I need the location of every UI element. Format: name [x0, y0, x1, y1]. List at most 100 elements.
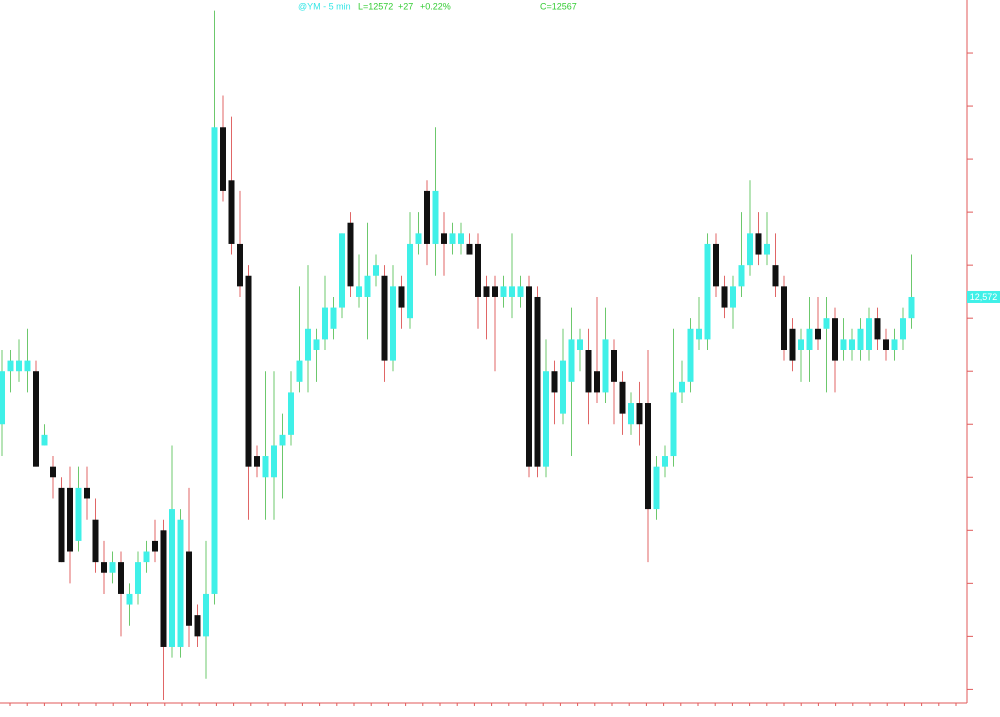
candle-body: [730, 286, 736, 308]
candle-body: [432, 190, 439, 244]
candle-body: [67, 487, 73, 552]
header-text: +27: [398, 1, 413, 11]
candle-body: [415, 233, 422, 244]
candle-body: [594, 371, 600, 393]
candle-body: [560, 360, 566, 414]
candle-body: [356, 286, 362, 297]
candle-body: [738, 265, 745, 287]
candle-body: [143, 551, 150, 563]
candle-body: [900, 318, 906, 340]
candle-body: [687, 328, 694, 382]
candle-body: [704, 243, 711, 340]
candle-body: [177, 519, 184, 647]
candle-body: [517, 286, 524, 297]
candle-body: [713, 243, 719, 287]
candle-body: [75, 487, 82, 541]
candle-body: [50, 466, 56, 478]
candle-body: [271, 445, 277, 478]
candle-body: [823, 318, 830, 329]
candle-body: [407, 243, 413, 319]
candle-body: [619, 381, 626, 414]
candle-body: [92, 519, 99, 563]
candle-body: [441, 233, 447, 244]
candle-body: [670, 392, 677, 457]
candle-body: [254, 456, 260, 467]
candle-body: [186, 551, 192, 626]
candle-body: [534, 296, 541, 467]
candle-body: [500, 286, 507, 297]
candle-body: [815, 328, 821, 340]
candle-body: [585, 350, 592, 393]
candle-body: [364, 275, 371, 297]
candle-body: [160, 530, 167, 647]
candle-body: [296, 360, 303, 382]
candle-body: [322, 307, 328, 340]
candle-body: [109, 562, 116, 573]
candle-body: [696, 328, 702, 340]
candle-body: [339, 233, 345, 308]
candle-body: [577, 339, 583, 350]
candle-body: [908, 296, 915, 319]
candle-body: [611, 350, 617, 382]
candle-body: [381, 275, 388, 361]
candle-body: [679, 381, 685, 393]
candle-body: [101, 562, 107, 573]
header-text: L=12572: [358, 1, 393, 11]
candle-body: [169, 509, 175, 647]
candle-body: [526, 286, 532, 467]
candle-body: [194, 615, 201, 637]
candle-body: [721, 286, 728, 308]
candle-body: [118, 562, 124, 594]
candle-body: [220, 127, 226, 191]
candle-body: [313, 339, 320, 350]
candle-body: [398, 286, 405, 308]
candle-body: [772, 265, 779, 287]
candle-body: [203, 593, 209, 637]
candle-body: [636, 403, 643, 425]
last-price-tag: [967, 290, 1000, 303]
candle-body: [152, 540, 158, 552]
candle-body: [747, 233, 753, 266]
candle-body: [798, 339, 804, 350]
header-text: @YM - 5 min: [298, 1, 351, 11]
candle-body: [483, 286, 490, 297]
candle-body: [288, 392, 294, 435]
header-text: +0.22%: [420, 1, 451, 11]
candle-body: [662, 456, 668, 467]
header-text: C=12567: [540, 1, 577, 11]
candle-body: [755, 233, 762, 255]
candle-body: [424, 190, 430, 244]
candle-body: [645, 403, 651, 510]
candle-body: [602, 339, 609, 393]
candle-body: [84, 487, 90, 499]
candle-body: [653, 466, 660, 510]
candle-body: [41, 434, 48, 446]
candle-body: [475, 243, 481, 297]
candle-body: [390, 286, 396, 361]
candle-body: [449, 233, 456, 244]
candle-body: [373, 265, 379, 276]
candle-body: [883, 339, 889, 350]
candle-body: [458, 233, 464, 244]
candle-body: [228, 180, 235, 244]
candle-body: [840, 339, 847, 350]
candle-body: [874, 318, 881, 340]
candle-body: [237, 243, 243, 287]
last-price-label: 12,572: [970, 292, 998, 302]
candle-body: [866, 318, 872, 350]
candle-body: [305, 328, 311, 361]
candle-body: [509, 286, 515, 297]
candle-body: [551, 371, 558, 393]
candle-body: [126, 593, 133, 605]
candle-body: [891, 339, 898, 350]
candle-body: [806, 328, 813, 350]
candle-body: [628, 403, 634, 425]
candle-body: [568, 339, 575, 382]
candle-body: [33, 371, 39, 467]
candle-body: [245, 275, 252, 467]
candle-body: [347, 222, 354, 287]
candle-body: [466, 243, 473, 255]
